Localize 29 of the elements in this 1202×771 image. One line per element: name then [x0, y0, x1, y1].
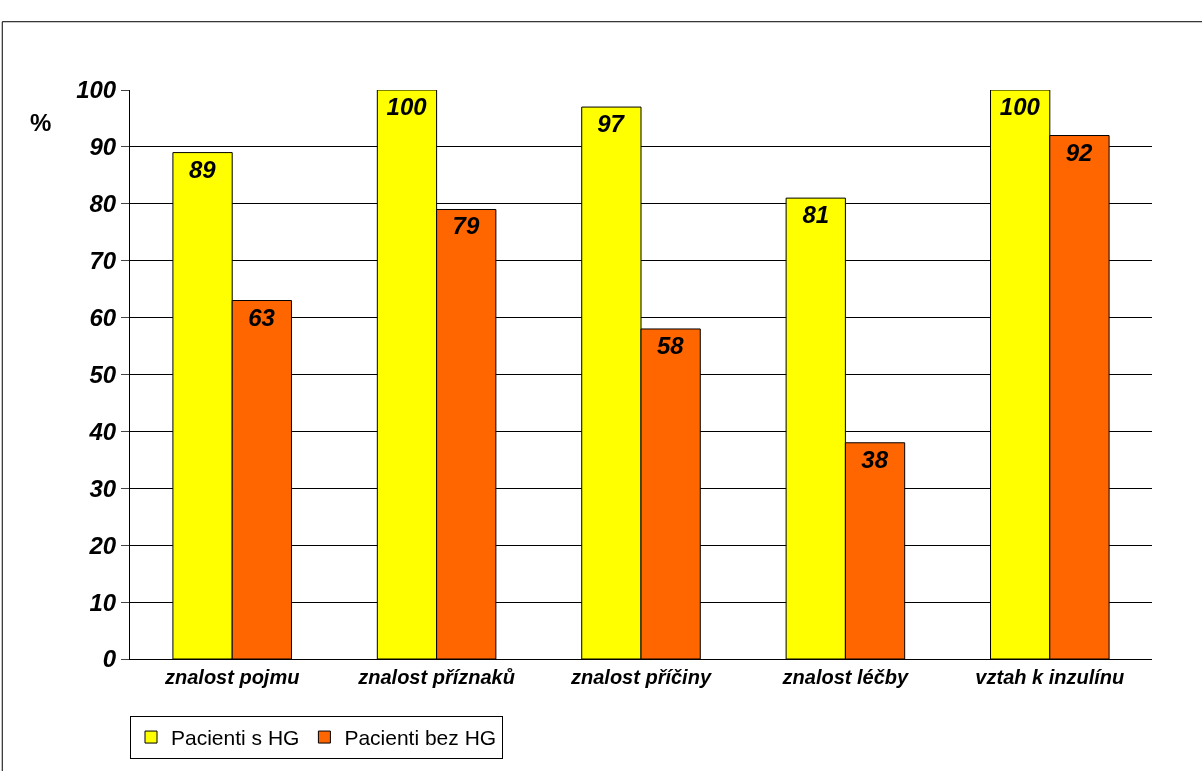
data-label: 81 — [802, 201, 830, 229]
data-label: 58 — [656, 331, 685, 359]
y-tick-label: 60 — [89, 304, 117, 331]
y-tick-label: 30 — [89, 474, 117, 502]
data-label: 92 — [1065, 138, 1094, 166]
data-label: 100 — [999, 93, 1041, 120]
y-tick-label: 0 — [102, 645, 117, 673]
data-label: 63 — [248, 303, 276, 331]
y-tick-label: 20 — [88, 531, 117, 559]
y-tick-label: 80 — [89, 190, 117, 218]
y-tick-label: 100 — [76, 76, 117, 104]
y-tick-label: 70 — [89, 247, 117, 275]
data-label: 79 — [452, 212, 480, 240]
x-tick-label: znalost příčiny — [569, 666, 712, 688]
x-tick-label: vztah k inzulínu — [975, 666, 1125, 688]
data-label: 89 — [188, 155, 217, 183]
y-tick-label: 10 — [89, 588, 117, 616]
data-label: 100 — [386, 93, 428, 120]
x-tick-label: znalost příznaků — [357, 666, 515, 688]
y-tick-label: 40 — [88, 417, 117, 445]
x-tick-label: znalost léčby — [781, 666, 910, 688]
data-label: 38 — [861, 445, 889, 473]
legend-label: Pacienti s HG — [171, 726, 300, 750]
x-tick-label: znalost pojmu — [163, 666, 300, 688]
y-tick-label: 50 — [89, 360, 117, 388]
data-label: 97 — [597, 110, 626, 138]
y-tick-label: 90 — [89, 133, 117, 161]
legend-label: Pacienti bez HG — [344, 726, 497, 750]
y-axis-title: % — [30, 109, 52, 136]
